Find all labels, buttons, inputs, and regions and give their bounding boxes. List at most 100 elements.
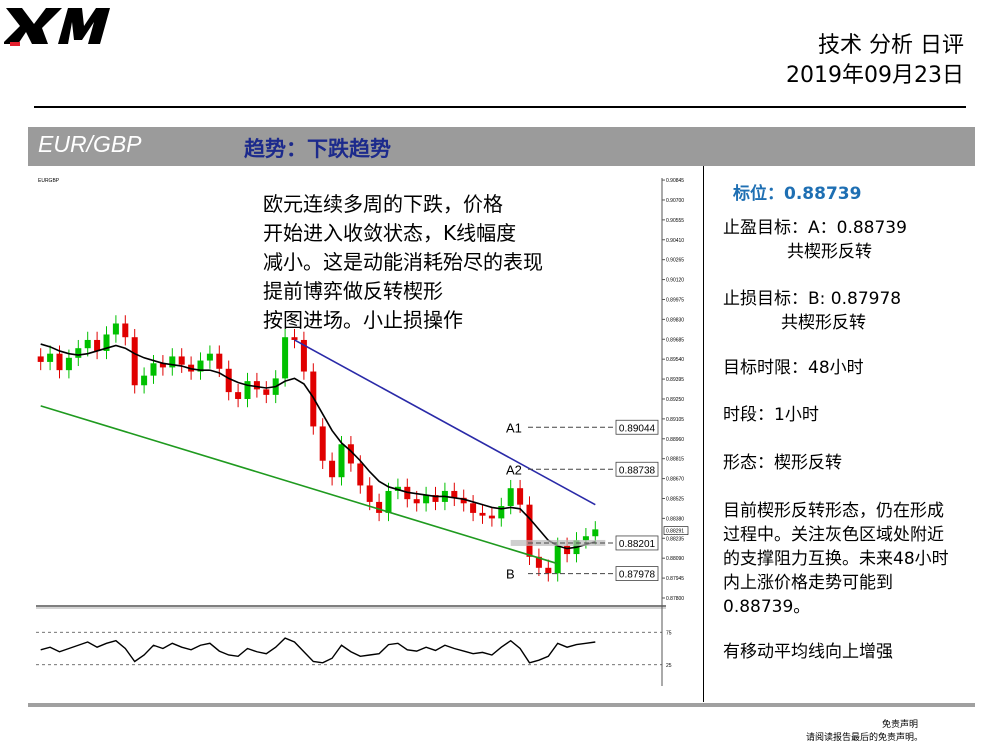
support-zone [510, 539, 606, 546]
y-tick-label: 0.87945 [666, 576, 684, 582]
oscillator-level-label: 75 [666, 630, 672, 636]
y-tick-label: 0.88525 [666, 496, 684, 502]
candle-body [592, 529, 599, 537]
note-line: 欧元连续多周的下跌，价格 [263, 192, 503, 216]
candle-body [357, 463, 364, 486]
y-tick-label: 0.89250 [666, 397, 684, 403]
note-line: 开始进入收敛状态，K线幅度 [263, 221, 517, 245]
candle-body [141, 375, 148, 386]
upper-trendline [294, 339, 596, 506]
candle-body [479, 512, 486, 516]
moving-average-note: 有移动平均线向上增强 [723, 642, 893, 662]
y-tick-label: 0.88815 [666, 457, 684, 463]
candle-body [413, 499, 420, 504]
candle-body [582, 536, 589, 541]
level-label: A1 [506, 420, 522, 435]
panel-divider [703, 166, 704, 702]
timeframe: 时段：1小时 [723, 405, 819, 425]
candle-body [319, 426, 326, 461]
candle-body [47, 353, 54, 362]
y-tick-label: 0.89975 [666, 297, 684, 303]
y-tick-label: 0.88090 [666, 556, 684, 562]
current-price: 0.88291 [666, 529, 684, 535]
candle-body [150, 363, 157, 376]
candle-body [385, 490, 392, 513]
y-tick-label: 0.87800 [666, 596, 684, 602]
candle-body [517, 488, 524, 505]
y-tick-label: 0.90120 [666, 278, 684, 284]
y-tick-label: 0.90845 [666, 178, 684, 184]
candle-body [103, 334, 110, 351]
candle-body [423, 495, 430, 504]
level-value: 0.88201 [619, 539, 656, 550]
candle-body [564, 545, 571, 555]
lower-trendline [40, 405, 558, 565]
candle-body [244, 381, 251, 399]
candle-body [169, 356, 176, 368]
time-horizon: 目标时限：48小时 [723, 358, 864, 378]
trend-label: 趋势：下跌趋势 [244, 137, 391, 161]
analysis-note: 欧元连续多周的下跌，价格 开始进入收敛状态，K线幅度 减小。这是动能消耗殆尽的表… [263, 190, 643, 335]
current-price-box [663, 526, 689, 535]
candle-body [56, 353, 63, 371]
candle-body [65, 357, 72, 371]
take-profit-note: 共楔形反转 [787, 242, 872, 262]
y-tick-label: 0.90410 [666, 238, 684, 244]
candle-body [366, 485, 373, 502]
level-box [615, 461, 659, 477]
report-date: 2019年09月23日 [786, 63, 964, 88]
level-label: A2 [506, 462, 522, 477]
y-tick-label: 0.89105 [666, 417, 684, 423]
candle-body [498, 506, 505, 519]
candle-body [282, 337, 289, 379]
y-tick-label: 0.89685 [666, 337, 684, 343]
oscillator-line [40, 637, 596, 664]
pattern: 形态：楔形反转 [723, 453, 842, 473]
candle-body [376, 501, 383, 513]
candle-body [488, 515, 495, 519]
description-line: 0.88739。 [723, 597, 811, 617]
currency-pair: EUR/GBP [38, 131, 142, 157]
candle-body [526, 504, 533, 557]
candle-body [300, 339, 307, 372]
level-value: 0.88738 [619, 465, 656, 476]
candle-body [329, 460, 336, 478]
stop-loss: 止损目标：B: 0.87978 [723, 289, 902, 309]
y-tick-label: 0.88670 [666, 477, 684, 483]
oscillator-level-label: 25 [666, 663, 672, 669]
candle-body [206, 353, 213, 361]
candle-body [84, 339, 91, 349]
candle-body [291, 337, 298, 340]
candle-body [75, 348, 82, 358]
y-tick-label: 0.88235 [666, 536, 684, 542]
candle-body [507, 488, 514, 507]
y-tick-label: 0.89540 [666, 357, 684, 363]
candle-body [216, 353, 223, 369]
disclaimer-text: 请阅读报告最后的免责声明。 [806, 733, 924, 743]
candle-body [178, 356, 185, 365]
candle-body [545, 567, 552, 574]
note-line: 提前博弈做反转楔形 [263, 279, 443, 303]
y-tick-label: 0.89395 [666, 377, 684, 383]
description-line: 内上涨价格走势可能到 [723, 573, 893, 593]
xm-logo [4, 8, 110, 46]
level-value: 0.89044 [619, 423, 656, 434]
candle-body [338, 444, 345, 478]
note-line: 按图进场。小止损操作 [263, 308, 463, 332]
candle-body [122, 323, 129, 338]
report-title: 技术 分析 日评 [818, 33, 964, 58]
candle-body [263, 389, 270, 395]
level-value: 0.87978 [619, 570, 656, 581]
chart-symbol: EURGBP [38, 178, 60, 184]
description-line: 过程中。关注灰色区域处附近 [723, 525, 944, 545]
y-tick-label: 0.89830 [666, 317, 684, 323]
y-tick-label: 0.88380 [666, 516, 684, 522]
take-profit: 止盈目标：A：0.88739 [723, 218, 907, 238]
candle-body [347, 444, 354, 464]
target-level: 标位：0.88739 [733, 184, 862, 204]
level-box [615, 419, 659, 435]
moving-average-line [40, 343, 596, 550]
candle-body [197, 360, 204, 372]
level-box [615, 535, 659, 551]
description-line: 目前楔形反转形态，仍在形成 [723, 501, 944, 521]
